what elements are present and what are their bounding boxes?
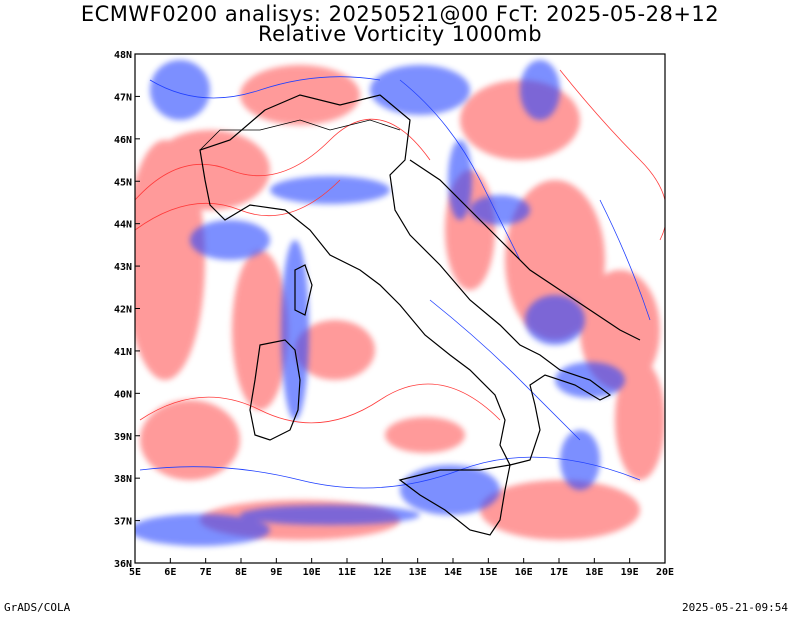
vorticity-field — [135, 60, 665, 546]
lon-label-11e: 11E — [338, 567, 356, 578]
lat-label-45n: 45N — [114, 177, 132, 188]
lat-label-48n: 48N — [114, 50, 132, 61]
corsica-coast — [294, 264, 313, 316]
contour-lines — [135, 69, 665, 489]
footer-timestamp: 2025-05-21-09:54 — [682, 601, 788, 614]
lon-label-10e: 10E — [303, 567, 321, 578]
lat-label-44n: 44N — [114, 220, 132, 231]
lat-label-37n: 37N — [114, 517, 132, 528]
lon-label-16e: 16E — [515, 567, 533, 578]
lon-label-19e: 19E — [621, 567, 639, 578]
lon-label-5e: 5E — [129, 567, 141, 578]
lon-label-9e: 9E — [270, 567, 282, 578]
italy-coast — [199, 94, 612, 466]
positive-vorticity-areas — [135, 65, 665, 540]
coastline-borders — [199, 94, 641, 536]
latitude-axis: 48N 47N 46N 45N 44N 43N 42N 41N 40N 39N 38N 37N 36N — [114, 50, 140, 570]
footer-credit: GrADS/COLA — [4, 601, 71, 614]
map-title-line1: ECMWF0200 analisys: 20250521@00 FcT: 202… — [80, 2, 720, 26]
lon-label-7e: 7E — [200, 567, 212, 578]
lon-label-14e: 14E — [444, 567, 462, 578]
lon-label-15e: 15E — [479, 567, 497, 578]
lat-label-38n: 38N — [114, 474, 132, 485]
lon-label-12e: 12E — [373, 567, 391, 578]
negative-vorticity-areas — [135, 60, 625, 546]
alpine-borders — [199, 119, 401, 151]
lon-label-17e: 17E — [550, 567, 568, 578]
longitude-axis: 5E 6E 7E 8E 9E 10E 11E 12E 13E 14E 15E 16E 17E 18E 19E… — [129, 558, 674, 578]
lat-label-41n: 41N — [114, 347, 132, 358]
lat-label-46n: 46N — [114, 135, 132, 146]
balkan-coast — [409, 159, 641, 341]
lon-label-6e: 6E — [164, 567, 176, 578]
sardinia-coast — [249, 339, 301, 441]
lon-label-18e: 18E — [585, 567, 603, 578]
lat-label-39n: 39N — [114, 432, 132, 443]
map-title-line2: Relative Vorticity 1000mb — [257, 22, 543, 46]
sicily-coast — [398, 464, 511, 536]
lat-label-40n: 40N — [114, 389, 132, 400]
lat-label-42n: 42N — [114, 305, 132, 316]
lon-label-8e: 8E — [235, 567, 247, 578]
lon-label-13e: 13E — [409, 567, 427, 578]
lat-label-36n: 36N — [114, 559, 132, 570]
lat-label-47n: 47N — [114, 92, 132, 103]
lat-label-43n: 43N — [114, 262, 132, 273]
lon-label-20e: 20E — [656, 567, 674, 578]
